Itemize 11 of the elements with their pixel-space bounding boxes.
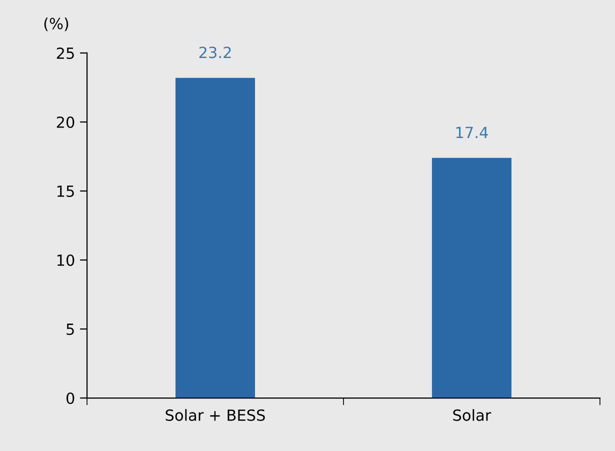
x-tick-label: Solar <box>453 409 492 421</box>
y-tick-label: 25 <box>56 47 74 60</box>
data-label: 23.2 <box>199 46 231 58</box>
x-tick-label: Solar + BESS <box>166 409 265 421</box>
y-axis-title: (%) <box>44 18 68 32</box>
y-tick-label: 10 <box>57 254 74 266</box>
y-tick-label: 15 <box>57 186 74 198</box>
y-tick-label: 5 <box>66 324 74 336</box>
data-label: 17.4 <box>456 126 488 138</box>
y-tick-label: 0 <box>66 392 74 404</box>
y-tick-label: 20 <box>56 116 74 128</box>
